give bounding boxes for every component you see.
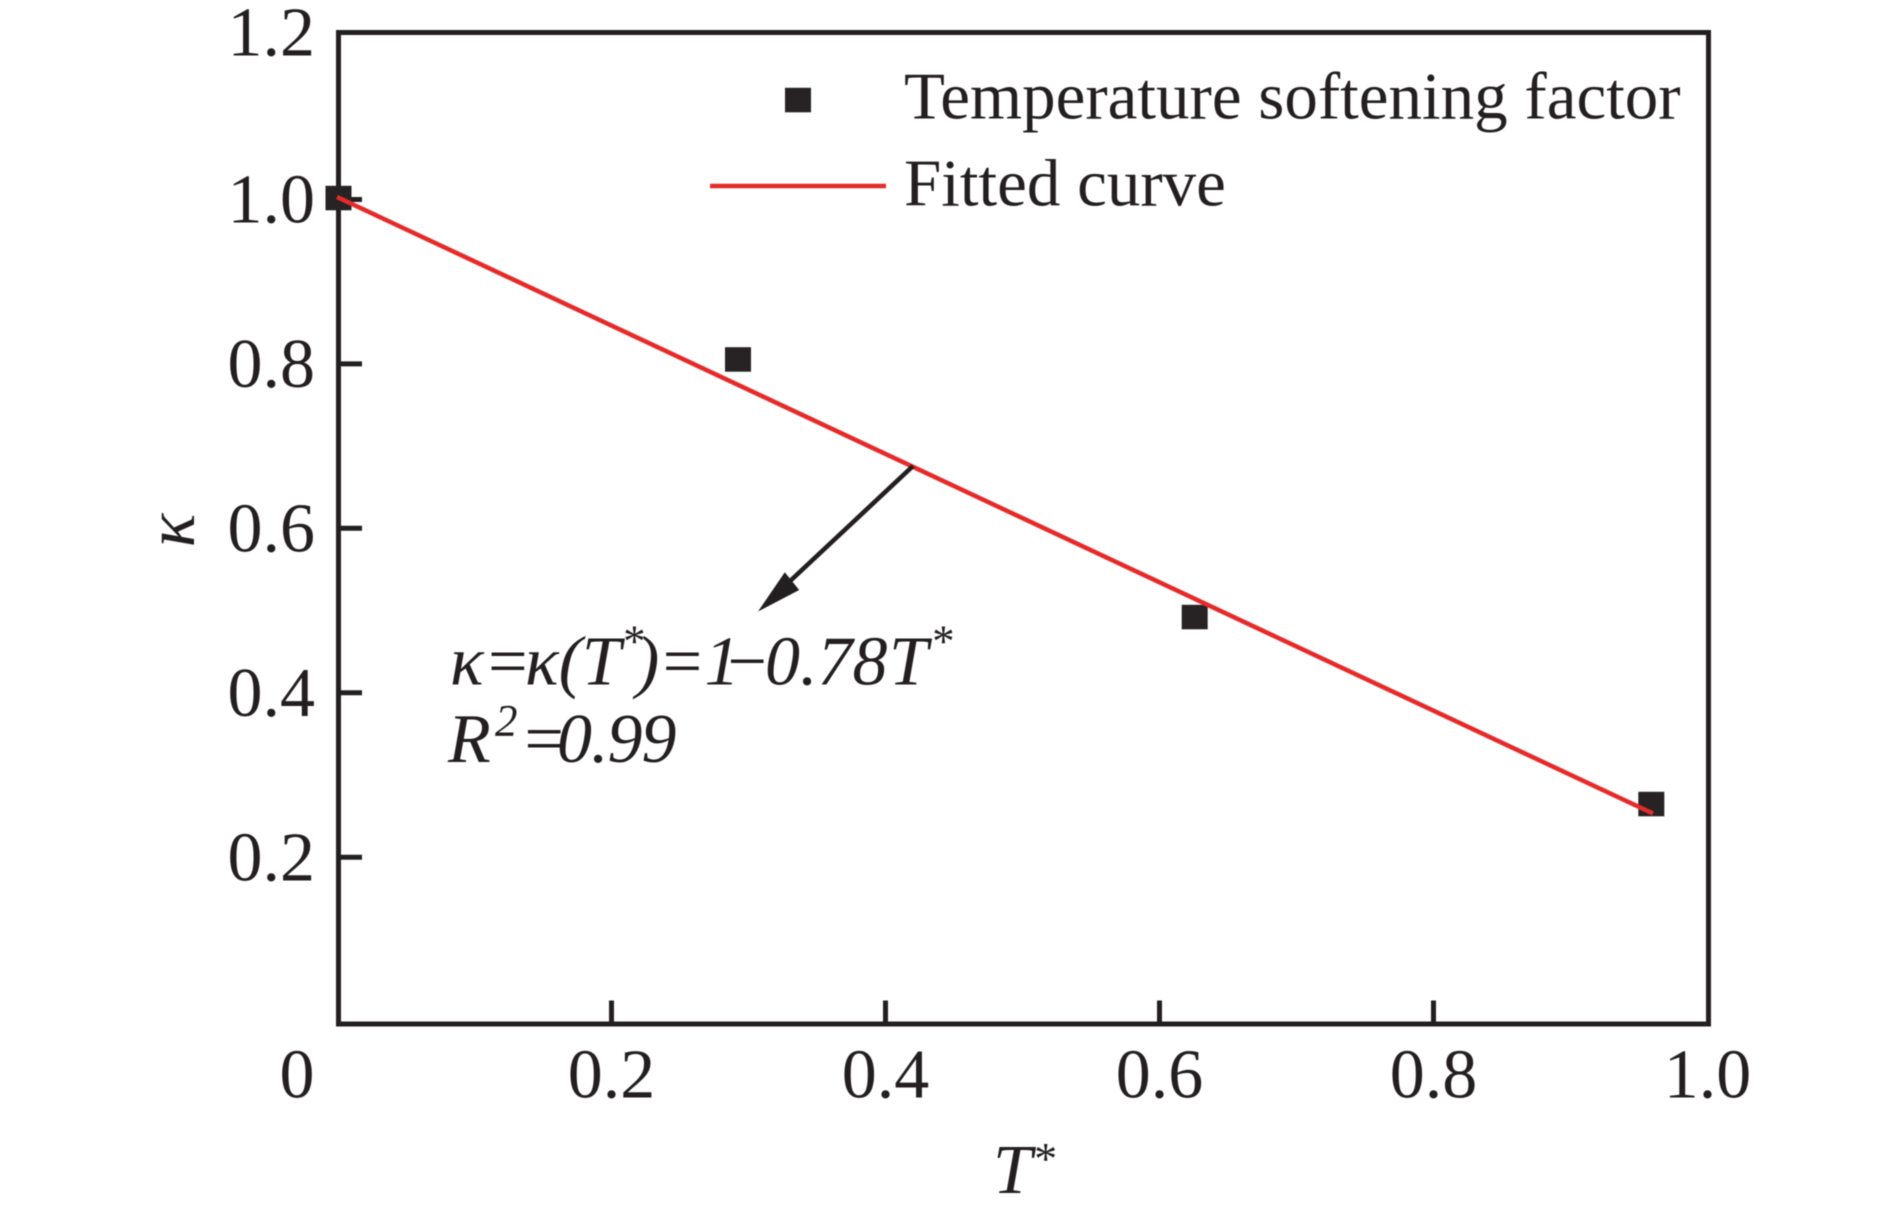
- svg-text:0.2: 0.2: [568, 1036, 656, 1113]
- svg-text:0.4: 0.4: [842, 1036, 930, 1113]
- svg-text:1.0: 1.0: [1664, 1036, 1752, 1113]
- svg-text:0.6: 0.6: [1116, 1036, 1204, 1113]
- svg-text:κ: κ: [133, 512, 210, 547]
- svg-text:T: T: [889, 624, 933, 701]
- svg-text:0: 0: [280, 1036, 315, 1113]
- svg-text:1.2: 1.2: [228, 0, 316, 72]
- svg-text:=: =: [520, 701, 567, 778]
- svg-text:*: *: [621, 617, 644, 667]
- svg-text:T*: T*: [993, 1132, 1055, 1209]
- svg-text:R: R: [447, 701, 491, 778]
- svg-text:0.2: 0.2: [228, 819, 316, 896]
- svg-text:)=1: )=1: [632, 624, 739, 701]
- svg-text:0.4: 0.4: [228, 655, 316, 732]
- svg-text:0.8: 0.8: [1390, 1036, 1478, 1113]
- svg-text:2: 2: [495, 696, 518, 746]
- svg-text:0.6: 0.6: [228, 491, 316, 568]
- svg-text:0.8: 0.8: [228, 326, 316, 403]
- svg-text:Fitted curve: Fitted curve: [904, 147, 1226, 221]
- svg-text:*: *: [930, 617, 953, 667]
- svg-text:Temperature softening factor: Temperature softening factor: [904, 60, 1681, 134]
- svg-text:0.78: 0.78: [765, 624, 888, 701]
- svg-text:κ=: κ=: [450, 624, 531, 701]
- svg-text:κ(T: κ(T: [525, 624, 626, 701]
- svg-text:1.0: 1.0: [228, 162, 316, 239]
- svg-text:0.99: 0.99: [557, 701, 676, 778]
- svg-text:−: −: [723, 624, 770, 701]
